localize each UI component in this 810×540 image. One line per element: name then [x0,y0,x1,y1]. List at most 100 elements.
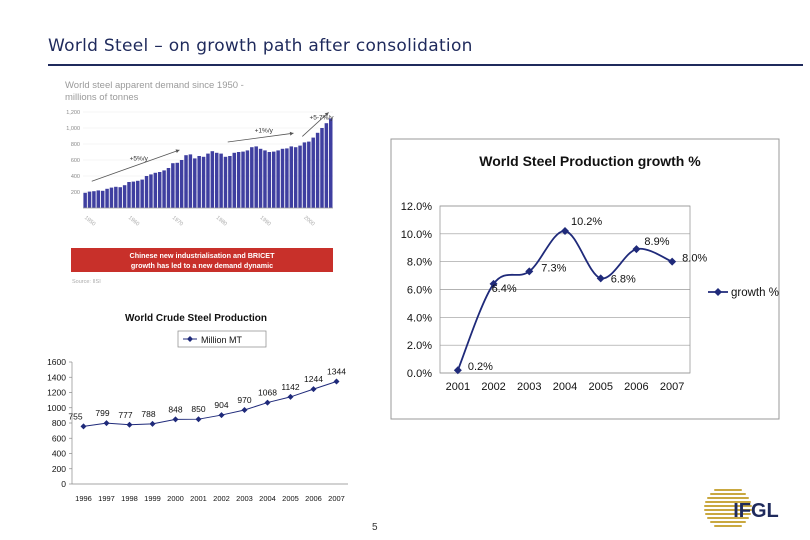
crude-x-tick: 1998 [121,494,138,503]
demand-source: Source: IISI [72,279,101,285]
growth-data-label: 8.9% [644,236,669,248]
crude-data-label: 1344 [327,367,346,377]
demand-y-tick: 600 [71,158,80,164]
growth-marker [668,257,677,266]
crude-marker [333,378,340,385]
growth-marker [596,274,605,283]
demand-bar [193,158,197,208]
demand-bar [245,150,250,208]
demand-bar [219,153,223,208]
crude-marker [218,412,225,419]
crude-x-tick: 2005 [282,494,299,503]
demand-bar [144,176,149,208]
demand-bar [188,154,193,208]
demand-annotation: +5%/y [130,156,149,163]
demand-bar [276,150,280,208]
trend-arrow [91,149,180,182]
crude-x-tick: 2007 [328,494,345,503]
demand-bar [184,155,188,208]
crude-y-tick: 1600 [47,357,66,367]
demand-chart-subtitle: millions of tonnes [65,92,139,103]
growth-data-label: 7.3% [541,262,566,274]
crude-data-label: 799 [95,408,109,418]
demand-bar [250,147,254,208]
crude-y-tick: 800 [52,418,66,428]
demand-bar [87,191,92,208]
demand-annotation: +1%/y [255,128,274,135]
demand-bar [293,147,298,208]
crude-marker [103,420,110,427]
demand-bar [236,152,241,208]
demand-bar [329,118,333,208]
demand-bar [122,185,127,208]
growth-marker [561,227,569,236]
crude-data-label: 1142 [281,382,300,392]
demand-bar [136,180,140,208]
demand-bar [315,132,320,208]
crude-x-tick: 2006 [305,494,322,503]
crude-marker [126,421,133,428]
demand-bar [109,187,114,208]
demand-banner-line-1: Chinese new industrialisation and BRICET [130,251,276,260]
trend-arrow [302,112,329,137]
crude-x-tick: 2003 [236,494,253,503]
demand-bar [118,187,122,208]
demand-annotation: +5-7%/y [309,114,334,121]
demand-y-tick: 200 [71,190,80,196]
demand-bar [280,148,285,208]
growth-legend-label: growth % [731,287,779,299]
demand-bar [214,152,219,208]
crude-data-label: 777 [118,410,132,420]
logo-text: IFGL [733,500,779,522]
demand-banner [71,248,333,272]
growth-y-tick: 10.0% [401,229,432,241]
crude-chart-title: World Crude Steel Production [125,313,267,324]
crude-legend-box [177,330,267,348]
crude-marker [264,399,271,406]
crude-x-tick: 2001 [190,494,207,503]
crude-marker [195,416,202,423]
crude-x-tick: 1996 [75,494,92,503]
crude-marker [241,407,248,414]
demand-bar [162,170,166,208]
demand-bar [140,179,144,208]
growth-x-tick: 2006 [624,381,648,393]
crude-marker [80,423,87,430]
slide-title: World Steel – on growth path after conso… [48,36,473,56]
crude-marker [149,420,156,427]
crude-marker [310,386,317,393]
demand-bar [320,128,324,208]
growth-line-chart: World Steel Production growth % 12.0% 10.… [390,138,780,420]
growth-marker [525,267,534,276]
demand-bar [127,182,131,208]
crude-x-tick: 2004 [259,494,276,503]
growth-data-label: 6.8% [611,273,636,285]
demand-bar [206,153,210,208]
demand-y-tick: 1,200 [66,110,80,116]
demand-bar [105,188,109,208]
crude-data-label: 1068 [258,388,277,398]
demand-x-tick: 2000 [302,215,315,227]
growth-data-label: 10.2% [571,216,602,228]
demand-bar [272,151,276,208]
growth-y-tick: 6.0% [407,285,432,297]
demand-bar [307,141,311,208]
crude-legend-marker [187,336,193,342]
demand-bar [223,156,228,208]
page-number: 5 [372,522,378,533]
crude-y-tick: 1200 [47,388,66,398]
crude-y-tick: 1000 [47,403,66,413]
demand-bar [149,174,153,208]
growth-y-tick: 8.0% [407,257,432,269]
demand-bar [210,151,215,208]
demand-bar [166,168,171,208]
demand-bar [83,192,87,208]
growth-x-tick: 2003 [517,381,541,393]
demand-bar [96,190,101,208]
demand-bar [289,146,294,208]
crude-y-tick: 600 [52,433,66,443]
crude-data-label: 848 [168,404,182,414]
trend-arrowhead [289,131,294,136]
crude-y-tick: 400 [52,449,66,459]
demand-bar [228,156,232,208]
